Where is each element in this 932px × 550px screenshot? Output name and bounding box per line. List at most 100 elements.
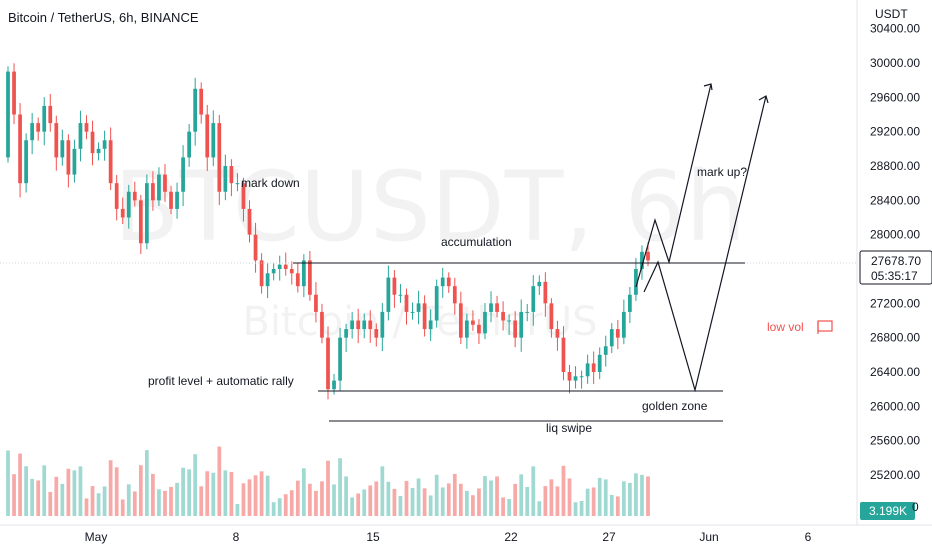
candles: [6, 63, 650, 400]
candle-body: [446, 277, 451, 287]
flag-icon[interactable]: [817, 320, 833, 334]
volume-bar: [471, 495, 475, 516]
candle-body: [525, 311, 530, 313]
projection-path-lower[interactable]: [643, 95, 767, 393]
candle-body: [507, 320, 512, 322]
candle-body: [36, 123, 41, 132]
volume-bar: [519, 474, 524, 516]
volume-bar: [187, 469, 192, 516]
volume-bar: [42, 465, 47, 516]
volume-bar: [549, 479, 554, 516]
candle-body: [181, 157, 185, 192]
candle-body: [416, 303, 421, 312]
volume-bar: [615, 496, 620, 516]
candle-body: [235, 183, 240, 185]
candle-body: [483, 311, 487, 334]
volume-bar: [308, 483, 312, 516]
volume-bar: [96, 493, 101, 516]
x-tick-22: 22: [504, 530, 518, 544]
mark-up-label: mark up?: [697, 165, 747, 179]
volume-bar: [205, 471, 210, 516]
symbol-title[interactable]: Bitcoin / TetherUS, 6h, BINANCE: [8, 10, 199, 25]
volume-bar: [543, 486, 548, 516]
candle-body: [151, 183, 155, 201]
candle-body: [60, 140, 65, 158]
y-tick-label: 26000.00: [870, 399, 920, 413]
candle-body: [187, 131, 192, 158]
x-tick-may: May: [85, 530, 108, 544]
volume-bar: [217, 446, 222, 516]
volume-bar: [326, 460, 330, 516]
volume-bar: [452, 473, 457, 516]
candle-body: [54, 123, 59, 158]
volume-bar: [332, 484, 336, 516]
candle-body: [163, 174, 167, 192]
volume-bar: [132, 491, 137, 516]
volume-bar: [314, 490, 318, 516]
volume-bar: [301, 468, 306, 516]
volume-bar: [410, 488, 415, 516]
volume-bar: [295, 480, 300, 516]
low-vol-label: low vol: [767, 320, 804, 334]
candle-body: [277, 264, 282, 269]
candle-body: [573, 376, 578, 381]
candle-body: [362, 320, 367, 330]
volume-bar: [344, 476, 348, 516]
candle-body: [464, 320, 469, 338]
candle-body: [314, 294, 318, 312]
candle-body: [102, 140, 107, 149]
candle-body: [289, 269, 294, 274]
candle-body: [591, 363, 596, 372]
volume-bar: [640, 474, 644, 516]
volume-bar: [78, 466, 83, 516]
candle-body: [265, 273, 270, 287]
y-tick-label: 30000.00: [870, 56, 920, 70]
y-tick-label: 26800.00: [870, 331, 920, 345]
volume-badge: 3.199K: [860, 502, 915, 520]
volume-bar: [108, 460, 113, 516]
volume-bar: [464, 490, 469, 516]
volume-bar: [483, 476, 487, 516]
volume-bar: [579, 501, 584, 516]
volume-bar: [60, 483, 65, 516]
volume-bar: [84, 498, 89, 516]
volume-bar: [646, 476, 650, 516]
volume-bar: [507, 499, 512, 516]
y-tick-label: 27200.00: [870, 296, 920, 310]
volume-bar: [241, 483, 246, 516]
volume-bar: [585, 488, 590, 516]
volume-bar: [416, 478, 421, 516]
volume-bar: [428, 495, 433, 516]
candle-body: [211, 123, 216, 158]
price-axis-ticks[interactable]: 30400.00 30000.00 29600.00 29200.00 28800.00…: [870, 22, 920, 482]
volume-bar: [175, 482, 179, 516]
candle-body: [157, 174, 161, 201]
candle-body: [6, 71, 10, 158]
y-tick-label: 28800.00: [870, 159, 920, 173]
volume-bar: [235, 504, 240, 516]
volume-bar: [283, 494, 288, 516]
volume-bar: [603, 479, 608, 516]
volume-bar: [277, 498, 282, 516]
last-price-badge: 27678.70 05:35:17: [859, 250, 932, 285]
candle-body: [253, 234, 258, 261]
candle-body: [283, 264, 288, 269]
candle-body: [519, 311, 524, 338]
candle-body: [489, 303, 493, 312]
volume-bar: [199, 486, 204, 516]
candle-body: [434, 286, 439, 321]
candle-body: [404, 294, 409, 312]
candle-body: [452, 286, 457, 304]
candle-body: [338, 337, 342, 381]
time-axis-ticks[interactable]: May 8 15 22 27 Jun 6: [85, 530, 812, 544]
volume-bar: [621, 481, 626, 516]
volume-bar: [338, 458, 342, 516]
volume-bars: [6, 446, 650, 516]
volume-bar: [265, 475, 270, 516]
volume-bar: [72, 470, 77, 516]
golden-zone-label: golden zone: [642, 399, 708, 413]
projection-path-upper[interactable]: [635, 83, 712, 288]
candle-body: [531, 286, 536, 312]
x-tick-15: 15: [366, 530, 380, 544]
